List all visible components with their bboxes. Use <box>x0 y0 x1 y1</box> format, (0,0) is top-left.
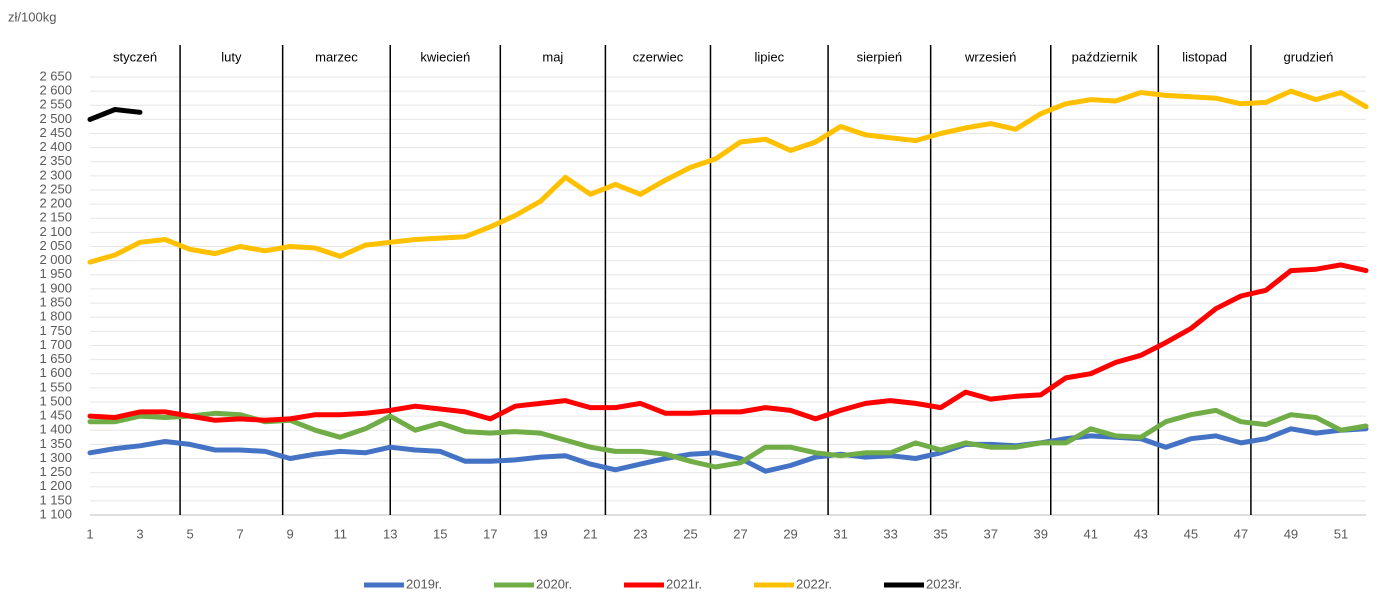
y-tick-label: 2 300 <box>39 167 72 182</box>
x-tick-label: 11 <box>333 526 347 541</box>
y-tick-label: 1 550 <box>39 379 72 394</box>
month-label: sierpień <box>857 49 903 64</box>
x-tick-label: 49 <box>1284 526 1298 541</box>
y-tick-label: 2 100 <box>39 224 72 239</box>
x-tick-label: 3 <box>136 526 143 541</box>
y-tick-label: 1 200 <box>39 478 72 493</box>
legend-label: 2023r. <box>926 576 962 591</box>
month-label: lipiec <box>754 49 784 64</box>
x-tick-label: 37 <box>983 526 997 541</box>
month-label: listopad <box>1182 49 1227 64</box>
series-line <box>87 407 1369 470</box>
x-tick-label: 35 <box>933 526 947 541</box>
legend-label: 2020r. <box>536 576 572 591</box>
y-unit: zł/100kg <box>8 9 56 24</box>
y-tick-label: 2 550 <box>39 97 72 112</box>
y-tick-label: 2 200 <box>39 196 72 211</box>
y-tick-label: 1 700 <box>39 337 72 352</box>
x-tick-label: 21 <box>583 526 597 541</box>
x-tick-label: 45 <box>1184 526 1198 541</box>
x-tick-label: 31 <box>833 526 847 541</box>
x-tick-label: 41 <box>1084 526 1098 541</box>
y-tick-label: 1 850 <box>39 295 72 310</box>
y-tick-label: 2 250 <box>39 181 72 196</box>
month-label: styczeń <box>113 49 157 64</box>
x-tick-label: 1 <box>86 526 93 541</box>
y-tick-label: 2 000 <box>39 252 72 267</box>
x-tick-label: 9 <box>287 526 294 541</box>
x-tick-label: 5 <box>186 526 193 541</box>
y-tick-label: 2 450 <box>39 125 72 140</box>
x-tick-label: 43 <box>1134 526 1148 541</box>
series-line <box>87 88 1369 265</box>
y-tick-label: 1 150 <box>39 492 72 507</box>
legend-label: 2021r. <box>666 576 702 591</box>
y-tick-label: 1 350 <box>39 436 72 451</box>
x-tick-label: 51 <box>1334 526 1348 541</box>
x-tick-label: 47 <box>1234 526 1248 541</box>
x-tick-label: 39 <box>1034 526 1048 541</box>
x-tick-label: 17 <box>483 526 497 541</box>
y-tick-label: 1 900 <box>39 280 72 295</box>
x-tick-label: 23 <box>633 526 647 541</box>
y-tick-label: 1 600 <box>39 365 72 380</box>
y-tick-label: 1 800 <box>39 309 72 324</box>
y-tick-label: 2 650 <box>39 68 72 83</box>
y-tick-label: 2 150 <box>39 210 72 225</box>
y-tick-label: 2 050 <box>39 238 72 253</box>
x-tick-label: 13 <box>383 526 397 541</box>
x-tick-label: 25 <box>683 526 697 541</box>
y-tick-label: 1 950 <box>39 266 72 281</box>
month-label: czerwiec <box>633 49 684 64</box>
y-tick-label: 2 500 <box>39 111 72 126</box>
month-label: kwiecień <box>420 49 470 64</box>
y-tick-label: 1 650 <box>39 351 72 366</box>
x-tick-label: 15 <box>433 526 447 541</box>
x-tick-label: 7 <box>237 526 244 541</box>
x-tick-label: 27 <box>733 526 747 541</box>
legend-label: 2019r. <box>406 576 442 591</box>
y-tick-label: 1 300 <box>39 450 72 465</box>
y-tick-label: 1 400 <box>39 422 72 437</box>
series-line <box>87 262 1369 423</box>
y-tick-label: 2 600 <box>39 83 72 98</box>
month-label: luty <box>221 49 242 64</box>
y-tick-label: 2 350 <box>39 153 72 168</box>
month-label: grudzień <box>1284 49 1334 64</box>
x-tick-label: 19 <box>533 526 547 541</box>
month-label: wrzesień <box>964 49 1016 64</box>
series-line <box>87 426 1369 474</box>
x-tick-label: 29 <box>783 526 797 541</box>
y-tick-label: 1 750 <box>39 323 72 338</box>
month-label: październik <box>1072 49 1138 64</box>
month-label: marzec <box>315 49 358 64</box>
y-tick-label: 1 450 <box>39 408 72 423</box>
legend-label: 2022r. <box>796 576 832 591</box>
month-label: maj <box>542 49 563 64</box>
y-tick-label: 1 500 <box>39 393 72 408</box>
series-line <box>87 107 143 122</box>
x-tick-label: 33 <box>883 526 897 541</box>
y-tick-label: 2 400 <box>39 139 72 154</box>
y-tick-label: 1 250 <box>39 464 72 479</box>
y-tick-label: 1 100 <box>39 506 72 521</box>
